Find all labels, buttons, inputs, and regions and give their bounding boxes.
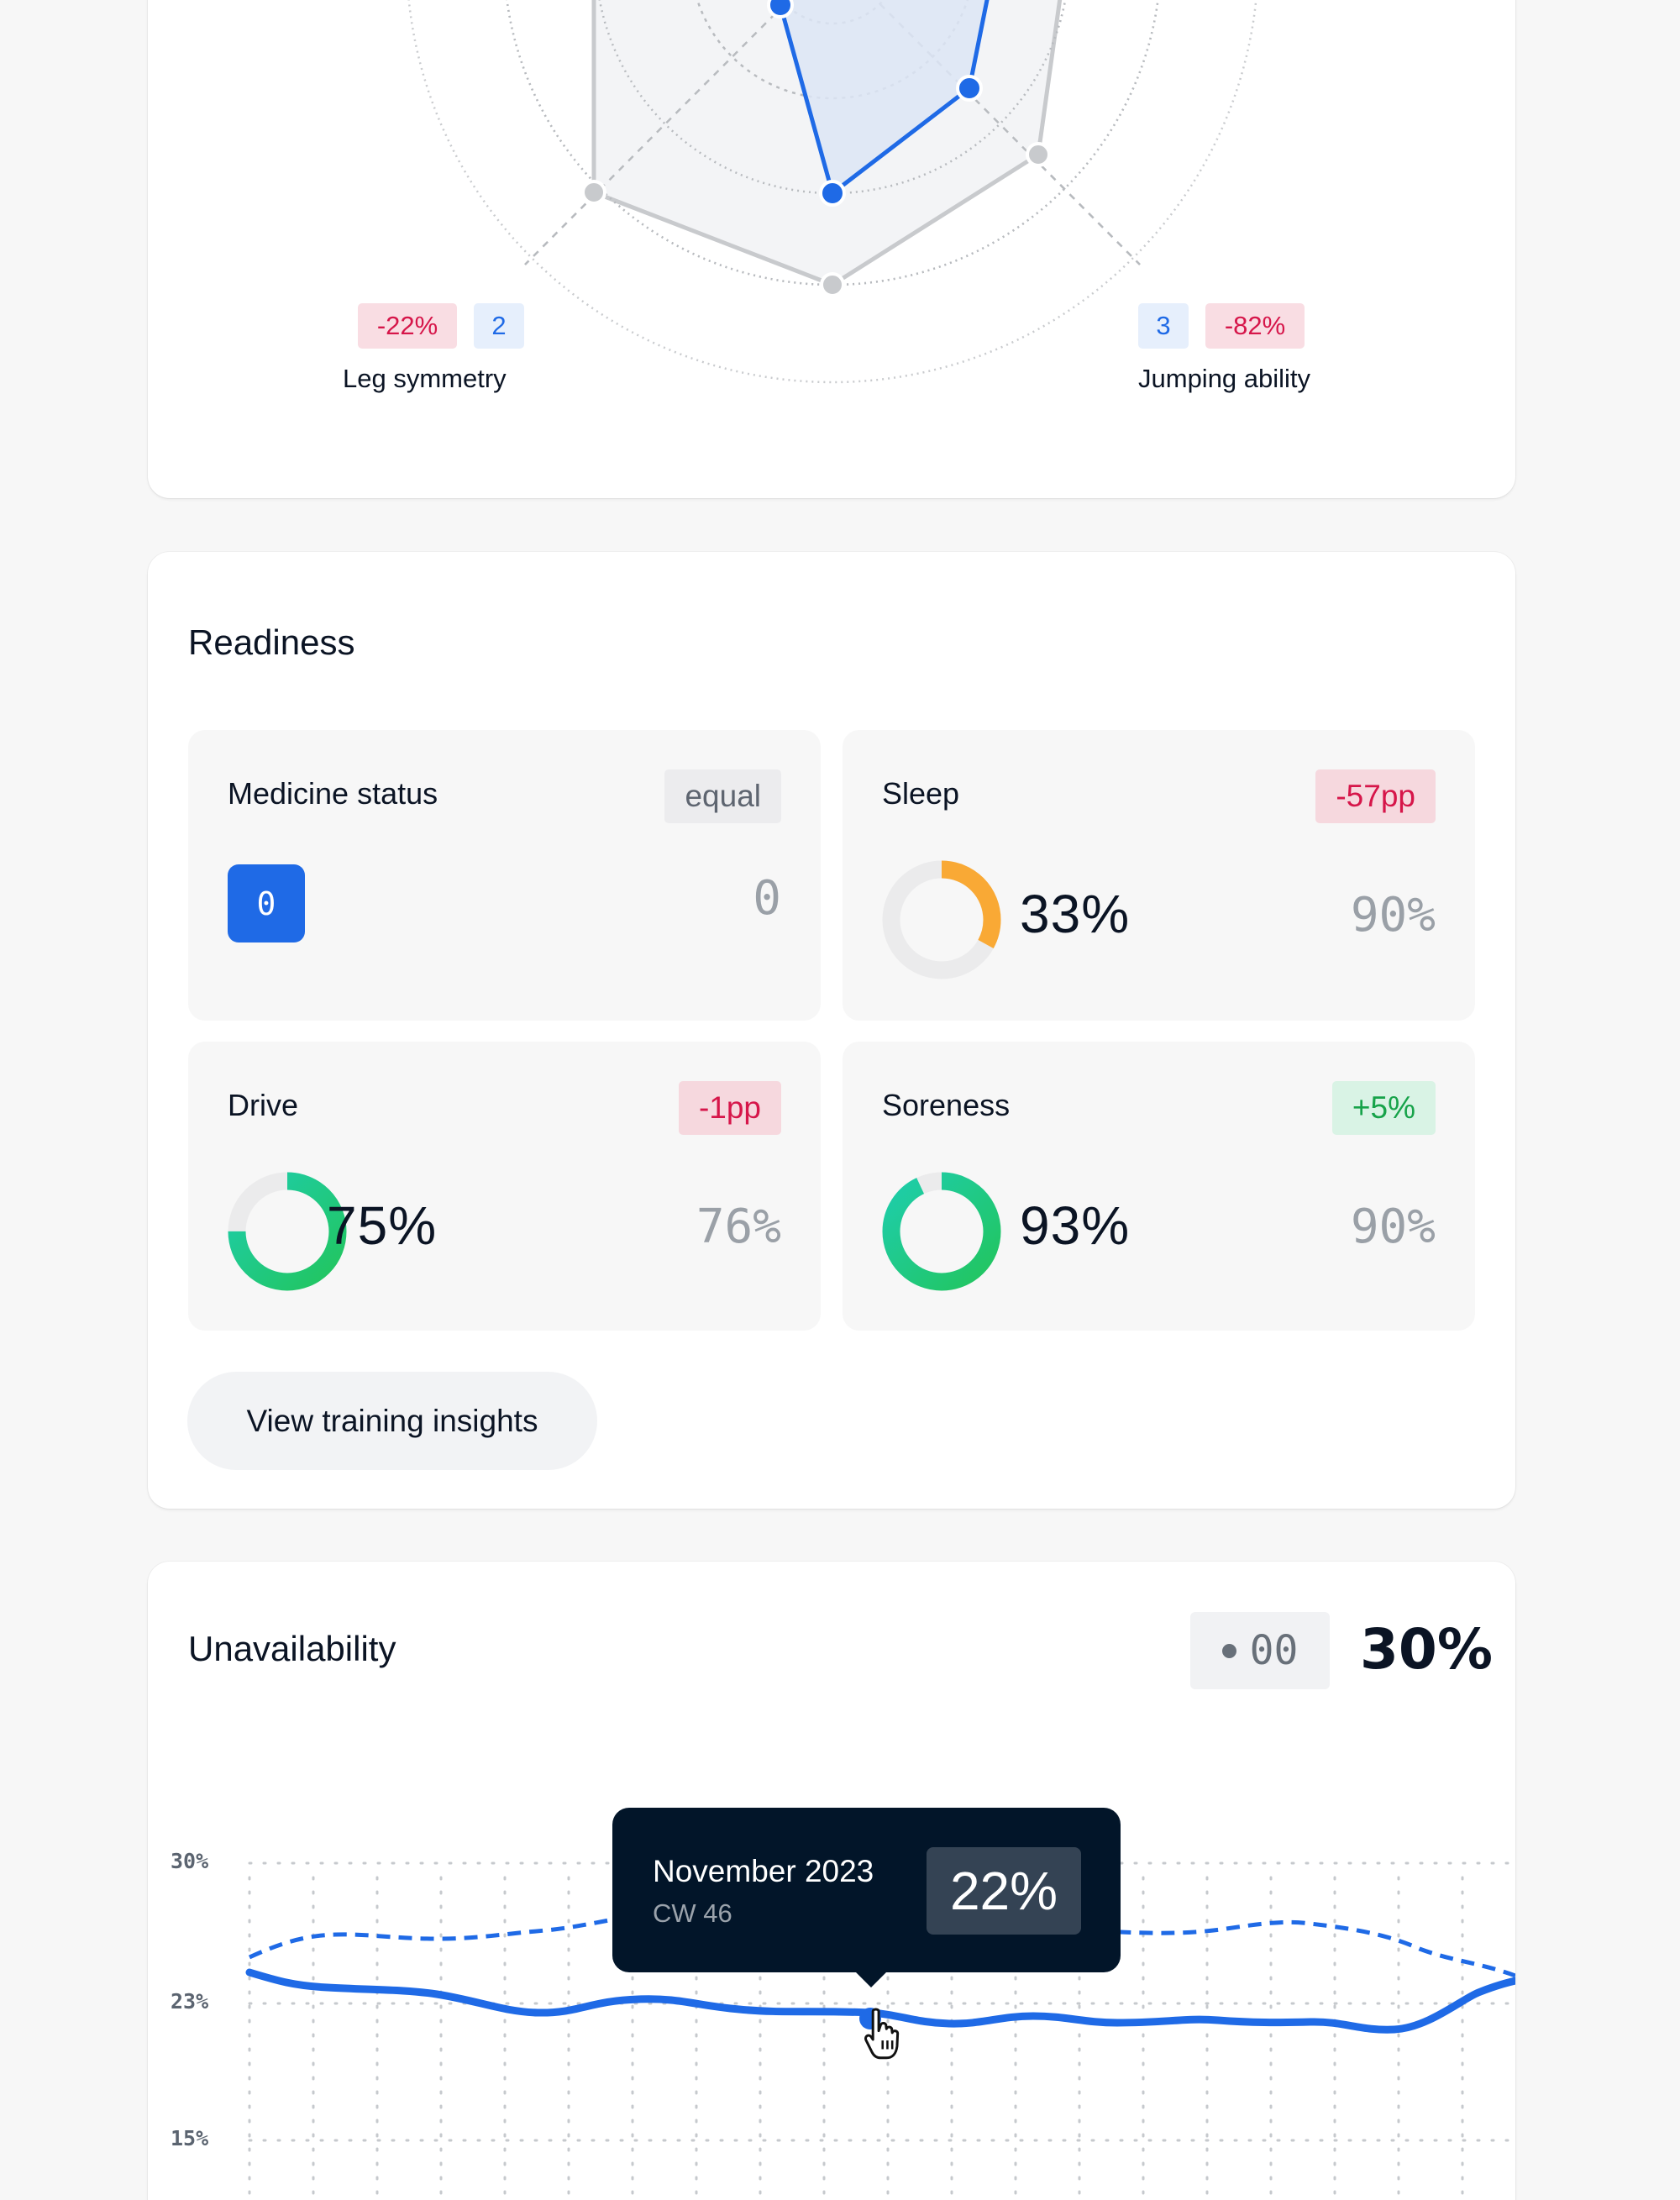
count-pill-value: 00 [1249, 1627, 1299, 1674]
y-tick-label: 15% [171, 2126, 209, 2150]
current-shape [777, 0, 990, 196]
axis-label-leg-symmetry: Leg symmetry [343, 364, 507, 393]
count-pill: 00 [1190, 1612, 1330, 1689]
tile-title: Soreness [882, 1088, 1011, 1122]
tile-soreness[interactable]: Soreness +5% 93% 90% [843, 1042, 1475, 1331]
medicine-count-chip: 0 [228, 864, 305, 942]
current-point [956, 75, 983, 102]
current-point [767, 0, 794, 18]
current-point [819, 180, 846, 207]
delta-badge: -1pp [678, 1081, 781, 1135]
soreness-donut-icon [882, 1172, 1001, 1291]
tooltip-week: CW 46 [653, 1898, 732, 1928]
reference-point [820, 272, 845, 297]
hand-pointer-cursor-icon [864, 2008, 900, 2060]
reference-point [1026, 142, 1051, 167]
drive-donut-icon [228, 1172, 347, 1291]
current-value: 33% [1020, 884, 1131, 944]
current-series-line [245, 1968, 1515, 2034]
leg-symmetry-delta-badge: -22% [358, 303, 457, 349]
tile-medicine-status[interactable]: Medicine status equal 0 0 [188, 730, 821, 1021]
jumping-ability-rank-badge: 3 [1138, 303, 1189, 349]
readiness-card: Readiness Medicine status equal 0 0 Slee… [148, 552, 1515, 1509]
tile-title: Medicine status [228, 776, 438, 811]
tooltip-arrow [856, 1972, 886, 1987]
reference-value: 90% [1350, 888, 1436, 942]
tooltip-value: 22% [927, 1847, 1081, 1935]
sleep-donut-icon [882, 860, 1001, 979]
unavailability-title: Unavailability [188, 1629, 396, 1668]
chart-tooltip: November 2023 CW 46 22% [612, 1808, 1121, 1987]
tile-sleep[interactable]: Sleep -57pp 33% 90% [843, 730, 1475, 1021]
axis-label-jumping-ability: Jumping ability [1138, 364, 1311, 393]
unavailability-line-chart[interactable] [148, 1562, 1515, 2200]
reference-value: 0 [753, 871, 781, 926]
radar-card: -22% 2 Leg symmetry 3 -82% Jumping abili… [148, 0, 1515, 498]
radar-chart [407, 0, 1257, 384]
leg-symmetry-rank-badge: 2 [474, 303, 524, 349]
comparison-series-line [248, 1913, 1515, 1978]
y-tick-label: 23% [171, 1989, 209, 2014]
readiness-title: Readiness [188, 622, 355, 662]
view-training-insights-button[interactable]: View training insights [187, 1372, 597, 1470]
y-tick-label: 30% [171, 1849, 209, 1873]
jumping-ability-delta-badge: -82% [1205, 303, 1305, 349]
delta-badge: +5% [1331, 1081, 1436, 1135]
delta-badge: equal [664, 769, 781, 823]
current-value: 30% [1360, 1617, 1493, 1682]
tooltip-date: November 2023 [653, 1854, 874, 1888]
reference-value: 90% [1350, 1200, 1436, 1254]
tile-title: Drive [228, 1088, 299, 1122]
current-value: 75% [327, 1195, 438, 1256]
unavailability-card: Unavailability 00 30% 30% 23% 15% [148, 1562, 1515, 2200]
tile-title: Sleep [882, 776, 960, 811]
reference-point [581, 180, 606, 205]
reference-value: 76% [696, 1200, 781, 1254]
tile-drive[interactable]: Drive -1pp 75% 76% [188, 1042, 821, 1331]
current-value: 93% [1020, 1195, 1131, 1256]
status-dot-icon [1221, 1643, 1236, 1658]
delta-badge: -57pp [1315, 769, 1436, 823]
